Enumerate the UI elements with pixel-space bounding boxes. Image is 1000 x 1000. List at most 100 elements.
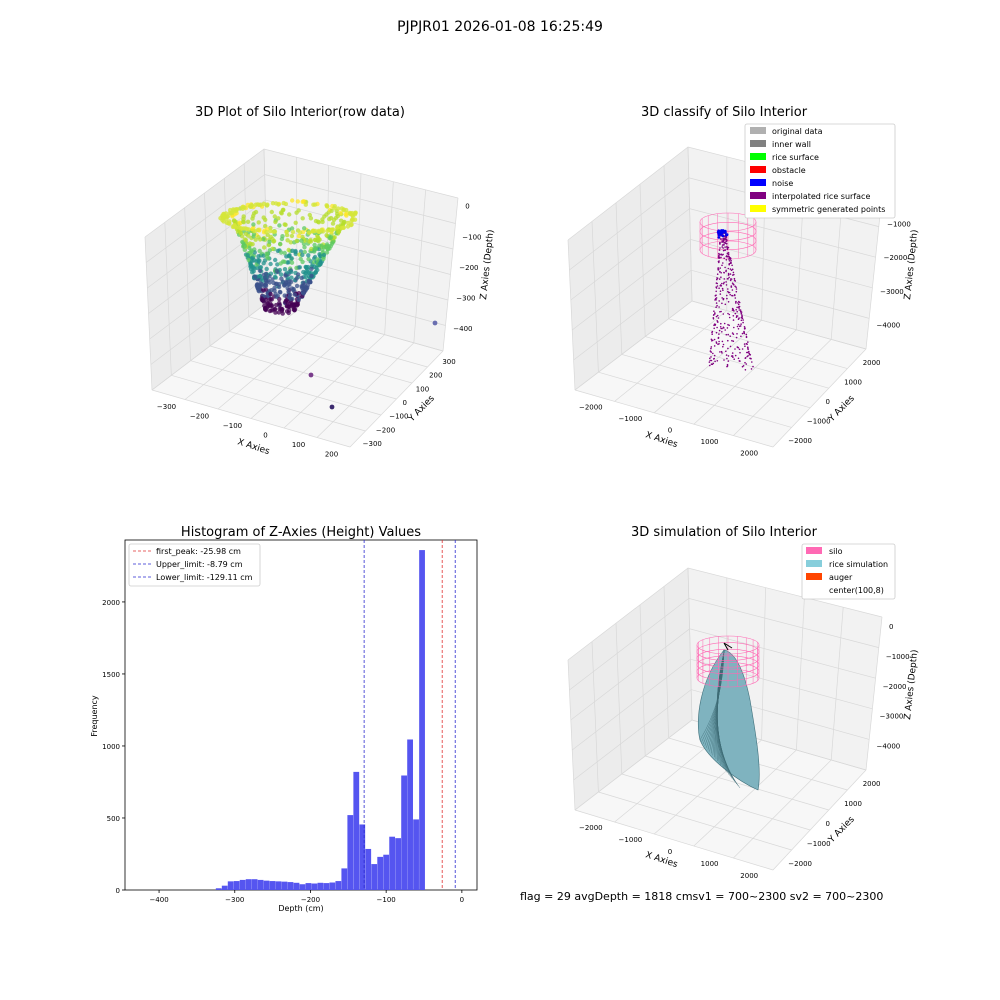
z-tick-label: −3000 <box>880 288 904 296</box>
interpolated-point <box>723 327 725 329</box>
interpolated-point <box>740 323 742 325</box>
interpolated-point <box>724 266 726 269</box>
interpolated-point <box>727 347 729 350</box>
interpolated-point <box>720 256 722 259</box>
grid-line <box>614 310 728 402</box>
interpolated-point <box>752 365 754 368</box>
interpolated-point <box>734 285 736 288</box>
data-point <box>321 252 327 258</box>
data-point <box>274 268 279 274</box>
data-point <box>289 275 294 280</box>
data-point <box>238 226 243 231</box>
grid-line <box>639 184 646 337</box>
interpolated-point <box>732 315 735 317</box>
interpolated-point <box>745 335 748 338</box>
data-point <box>222 214 228 219</box>
interpolated-point <box>734 297 737 299</box>
data-point <box>304 286 309 291</box>
interpolated-point <box>746 355 748 358</box>
x-tick-label: −400 <box>149 896 168 904</box>
surface-mesh-line <box>716 651 741 789</box>
data-point <box>309 273 314 279</box>
interpolated-point <box>731 268 734 271</box>
interpolated-point <box>727 278 729 280</box>
legend-label: center(100,8) <box>829 586 884 595</box>
data-point <box>324 250 330 255</box>
interpolated-point <box>731 355 734 357</box>
data-point <box>301 199 306 204</box>
legend-label: rice surface <box>772 153 819 162</box>
interpolated-point <box>745 363 748 365</box>
interpolated-point <box>724 249 726 251</box>
data-point <box>290 287 296 293</box>
interpolated-point <box>715 294 717 297</box>
interpolated-point <box>743 332 746 335</box>
data-point <box>285 299 290 304</box>
data-point <box>279 276 284 281</box>
interpolated-point <box>728 263 730 266</box>
interpolated-point <box>708 361 711 363</box>
histogram-bar <box>263 880 270 890</box>
interpolated-point <box>736 315 739 317</box>
y-tick-label: −2000 <box>788 860 812 868</box>
interpolated-point <box>715 306 717 309</box>
interpolated-point <box>721 254 723 256</box>
data-point <box>324 233 329 238</box>
data-point <box>286 304 291 310</box>
data-point <box>327 216 332 222</box>
legend-label: interpolated rice surface <box>772 192 870 201</box>
data-point <box>329 208 334 214</box>
interpolated-point <box>740 312 743 315</box>
interpolated-point <box>716 282 718 285</box>
interpolated-point <box>735 286 737 289</box>
interpolated-point <box>742 321 744 324</box>
interpolated-point <box>716 360 719 362</box>
histogram-bar <box>215 888 222 890</box>
data-point <box>303 202 308 207</box>
interpolated-point <box>737 318 740 321</box>
interpolated-point <box>725 259 728 261</box>
data-point <box>302 249 307 255</box>
legend-swatch <box>750 192 766 199</box>
data-point <box>290 303 295 308</box>
grid-line <box>621 354 811 409</box>
data-point <box>299 285 305 290</box>
interpolated-point <box>732 356 734 359</box>
interpolated-point <box>719 293 722 295</box>
data-point <box>290 248 295 253</box>
data-point <box>300 216 305 221</box>
data-point <box>302 226 307 231</box>
interpolated-point <box>709 359 711 362</box>
x-tick-label: 2000 <box>740 449 758 457</box>
x-tick-label: 0 <box>668 848 672 856</box>
data-point <box>277 223 282 228</box>
interpolated-point <box>722 313 725 315</box>
data-point <box>336 206 341 211</box>
panel3-title: Histogram of Z-Axies (Height) Values <box>181 525 421 540</box>
data-point <box>289 260 295 265</box>
histogram-bar <box>323 883 330 890</box>
interpolated-point <box>733 326 735 329</box>
data-point <box>279 236 285 242</box>
data-point <box>269 209 274 215</box>
panel1-pane-right <box>264 149 458 351</box>
data-point <box>259 296 264 301</box>
y-tick-label: 0 <box>826 820 830 828</box>
y-tick-label: −1000 <box>807 418 831 426</box>
data-point <box>277 306 282 311</box>
interpolated-point <box>732 333 735 336</box>
data-point <box>283 273 288 278</box>
legend-swatch <box>750 179 766 186</box>
interpolated-point <box>720 327 722 330</box>
interpolated-point <box>729 279 732 282</box>
interpolated-point <box>712 352 714 355</box>
interpolated-point <box>715 297 718 299</box>
data-point <box>241 219 246 224</box>
data-point <box>296 233 302 239</box>
interpolated-point <box>719 290 722 293</box>
panel2-pane-left <box>568 147 692 390</box>
data-point <box>294 265 299 271</box>
histogram-bar <box>401 775 408 890</box>
interpolated-point <box>739 310 742 313</box>
z-tick-label: −300 <box>456 294 475 302</box>
